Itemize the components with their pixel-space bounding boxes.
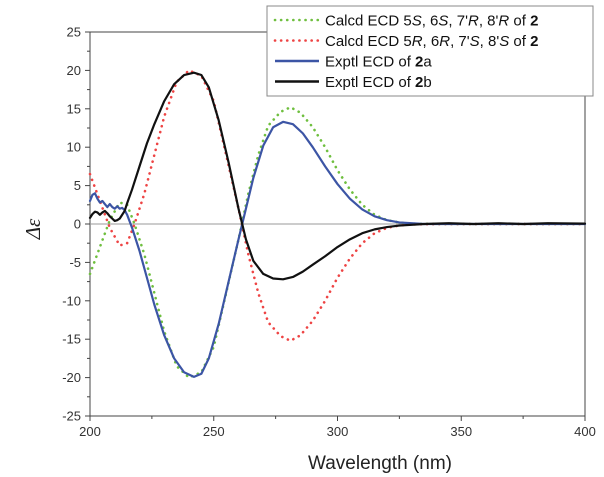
y-tick-label: -5 [69, 255, 81, 270]
y-tick-label: -15 [62, 332, 81, 347]
legend-entry: Exptl ECD of 2b [325, 74, 432, 91]
y-tick-label: 5 [74, 178, 81, 193]
legend-entry: Calcd ECD 5R, 6R, 7'S, 8'S of 2 [325, 33, 538, 50]
series-line-3 [88, 120, 587, 378]
series-line-2 [88, 69, 587, 343]
y-tick-label: 10 [67, 140, 81, 155]
legend-box [266, 5, 594, 97]
x-tick-label: 200 [79, 424, 101, 439]
x-tick-label: 400 [574, 424, 596, 439]
x-tick-label: 300 [327, 424, 349, 439]
y-axis-title: Δε [21, 218, 45, 240]
x-tick-label: 350 [450, 424, 472, 439]
legend-entry: Calcd ECD 5S, 6S, 7'R, 8'R of 2 [325, 13, 538, 30]
x-axis-title: Wavelength (nm) [308, 453, 452, 474]
y-tick-label: 20 [67, 63, 81, 78]
y-tick-label: 0 [74, 217, 81, 232]
y-tick-label: -25 [62, 409, 81, 424]
y-tick-label: -20 [62, 370, 81, 385]
legend: Calcd ECD 5S, 6S, 7'R, 8'R of 2 Calcd ECD… [266, 5, 594, 97]
series-line-4 [88, 71, 587, 281]
y-tick-label: 25 [67, 25, 81, 40]
x-tick-label: 250 [203, 424, 225, 439]
legend-entry: Exptl ECD of 2a [325, 54, 432, 71]
y-axis: -25 -20 -15 -10 -5 0 5 10 15 20 25 [62, 25, 90, 424]
y-tick-label: -10 [62, 293, 81, 308]
y-tick-label: 15 [67, 101, 81, 116]
x-axis: 200 250 300 350 400 [79, 416, 596, 439]
series-layer [88, 69, 587, 379]
